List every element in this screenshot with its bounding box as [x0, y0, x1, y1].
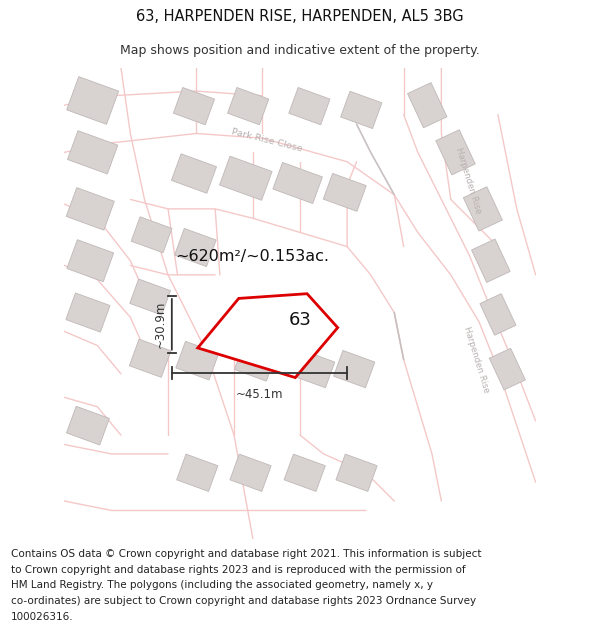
- Text: to Crown copyright and database rights 2023 and is reproduced with the permissio: to Crown copyright and database rights 2…: [11, 565, 466, 575]
- Polygon shape: [66, 188, 115, 230]
- Polygon shape: [284, 454, 325, 491]
- Polygon shape: [173, 88, 215, 125]
- Polygon shape: [334, 351, 375, 388]
- Polygon shape: [67, 131, 118, 174]
- Polygon shape: [336, 454, 377, 491]
- Polygon shape: [436, 130, 475, 175]
- Text: Harpenden Rise: Harpenden Rise: [454, 146, 483, 215]
- Text: 100026316.: 100026316.: [11, 612, 73, 622]
- Polygon shape: [472, 239, 510, 282]
- Polygon shape: [131, 217, 172, 252]
- Polygon shape: [230, 454, 271, 491]
- Polygon shape: [490, 348, 526, 390]
- Text: 63: 63: [289, 311, 311, 329]
- Text: Park Rise Close: Park Rise Close: [230, 127, 304, 154]
- Polygon shape: [235, 343, 276, 381]
- Text: ~45.1m: ~45.1m: [236, 388, 283, 401]
- Text: ~30.9m: ~30.9m: [154, 301, 167, 348]
- Polygon shape: [323, 173, 366, 211]
- Text: Harpenden Rise: Harpenden Rise: [463, 326, 491, 394]
- Polygon shape: [463, 187, 502, 231]
- Text: Map shows position and indicative extent of the property.: Map shows position and indicative extent…: [120, 44, 480, 57]
- Text: ~620m²/~0.153ac.: ~620m²/~0.153ac.: [175, 249, 329, 264]
- Polygon shape: [67, 240, 113, 282]
- Polygon shape: [293, 351, 335, 388]
- Polygon shape: [341, 91, 382, 129]
- Text: co-ordinates) are subject to Crown copyright and database rights 2023 Ordnance S: co-ordinates) are subject to Crown copyr…: [11, 596, 476, 606]
- Polygon shape: [175, 228, 216, 267]
- Polygon shape: [176, 341, 219, 380]
- Polygon shape: [273, 162, 322, 204]
- Text: HM Land Registry. The polygons (including the associated geometry, namely x, y: HM Land Registry. The polygons (includin…: [11, 581, 433, 591]
- Polygon shape: [172, 154, 217, 193]
- Polygon shape: [480, 294, 516, 335]
- Text: 63, HARPENDEN RISE, HARPENDEN, AL5 3BG: 63, HARPENDEN RISE, HARPENDEN, AL5 3BG: [136, 9, 464, 24]
- Polygon shape: [176, 454, 218, 491]
- Polygon shape: [198, 294, 338, 378]
- Polygon shape: [66, 293, 110, 332]
- Polygon shape: [130, 279, 170, 315]
- Polygon shape: [227, 88, 269, 125]
- Polygon shape: [407, 82, 447, 127]
- Text: Contains OS data © Crown copyright and database right 2021. This information is : Contains OS data © Crown copyright and d…: [11, 549, 481, 559]
- Polygon shape: [220, 156, 272, 200]
- Polygon shape: [130, 339, 171, 377]
- Polygon shape: [67, 77, 119, 124]
- Polygon shape: [67, 406, 109, 445]
- Polygon shape: [289, 88, 330, 125]
